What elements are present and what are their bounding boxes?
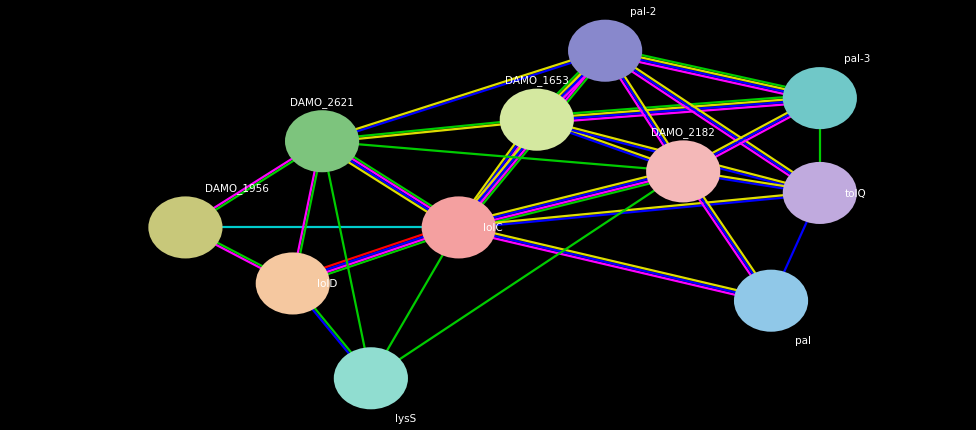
Text: DAMO_1956: DAMO_1956 — [205, 183, 268, 194]
Text: DAMO_2182: DAMO_2182 — [651, 127, 715, 138]
Ellipse shape — [148, 197, 223, 259]
Ellipse shape — [734, 270, 808, 332]
Text: lysS: lysS — [395, 413, 417, 423]
Text: DAMO_1653: DAMO_1653 — [505, 75, 569, 86]
Ellipse shape — [334, 347, 408, 409]
Ellipse shape — [285, 111, 359, 173]
Ellipse shape — [783, 163, 857, 224]
Ellipse shape — [568, 21, 642, 83]
Text: pal-3: pal-3 — [844, 54, 871, 64]
Text: tolQ: tolQ — [844, 188, 866, 199]
Ellipse shape — [783, 68, 857, 130]
Text: pal-2: pal-2 — [630, 7, 656, 17]
Ellipse shape — [500, 89, 574, 151]
Text: lolC: lolC — [483, 223, 503, 233]
Ellipse shape — [256, 253, 330, 315]
Ellipse shape — [422, 197, 496, 259]
Text: DAMO_2621: DAMO_2621 — [290, 97, 354, 108]
Text: lolD: lolD — [317, 279, 338, 289]
Text: pal: pal — [795, 335, 811, 346]
Ellipse shape — [646, 141, 720, 203]
